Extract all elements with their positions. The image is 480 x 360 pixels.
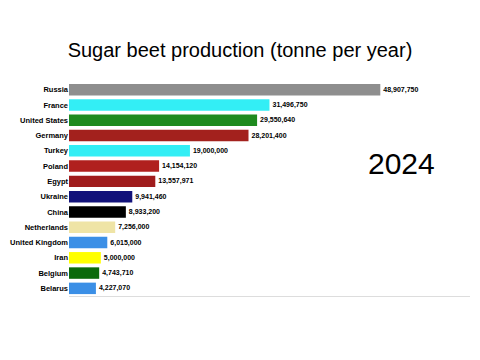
svg-text:31,496,750: 31,496,750 bbox=[272, 101, 307, 109]
svg-text:France: France bbox=[43, 101, 68, 110]
svg-text:4,743,710: 4,743,710 bbox=[102, 269, 133, 277]
svg-text:Turkey: Turkey bbox=[44, 146, 69, 155]
svg-text:Belgium: Belgium bbox=[38, 269, 68, 278]
svg-text:6,015,000: 6,015,000 bbox=[110, 239, 141, 247]
svg-text:China: China bbox=[47, 208, 69, 217]
svg-text:Germany: Germany bbox=[35, 131, 68, 140]
svg-text:8,933,200: 8,933,200 bbox=[129, 208, 160, 216]
svg-text:4,227,070: 4,227,070 bbox=[99, 284, 130, 292]
svg-text:Netherlands: Netherlands bbox=[25, 223, 68, 232]
svg-text:Poland: Poland bbox=[43, 162, 68, 171]
svg-text:19,000,000: 19,000,000 bbox=[193, 147, 228, 155]
svg-text:Iran: Iran bbox=[54, 253, 68, 262]
svg-text:Russia: Russia bbox=[43, 85, 68, 94]
svg-text:48,907,750: 48,907,750 bbox=[383, 86, 418, 94]
svg-text:United States: United States bbox=[20, 116, 68, 125]
svg-text:Ukraine: Ukraine bbox=[40, 192, 68, 201]
svg-text:Belarus: Belarus bbox=[40, 284, 68, 293]
svg-text:United Kingdom: United Kingdom bbox=[10, 238, 68, 247]
svg-text:2024: 2024 bbox=[368, 147, 435, 180]
svg-text:13,557,971: 13,557,971 bbox=[158, 177, 193, 185]
svg-text:5,000,000: 5,000,000 bbox=[104, 254, 135, 262]
svg-text:28,201,400: 28,201,400 bbox=[252, 132, 287, 140]
svg-text:9,941,460: 9,941,460 bbox=[135, 193, 166, 201]
svg-text:Sugar beet production (tonne p: Sugar beet production (tonne per year) bbox=[68, 39, 413, 61]
svg-text:14,154,120: 14,154,120 bbox=[162, 162, 197, 170]
svg-text:Egypt: Egypt bbox=[47, 177, 68, 186]
svg-text:29,550,640: 29,550,640 bbox=[260, 116, 295, 124]
svg-text:7,256,000: 7,256,000 bbox=[118, 223, 149, 231]
